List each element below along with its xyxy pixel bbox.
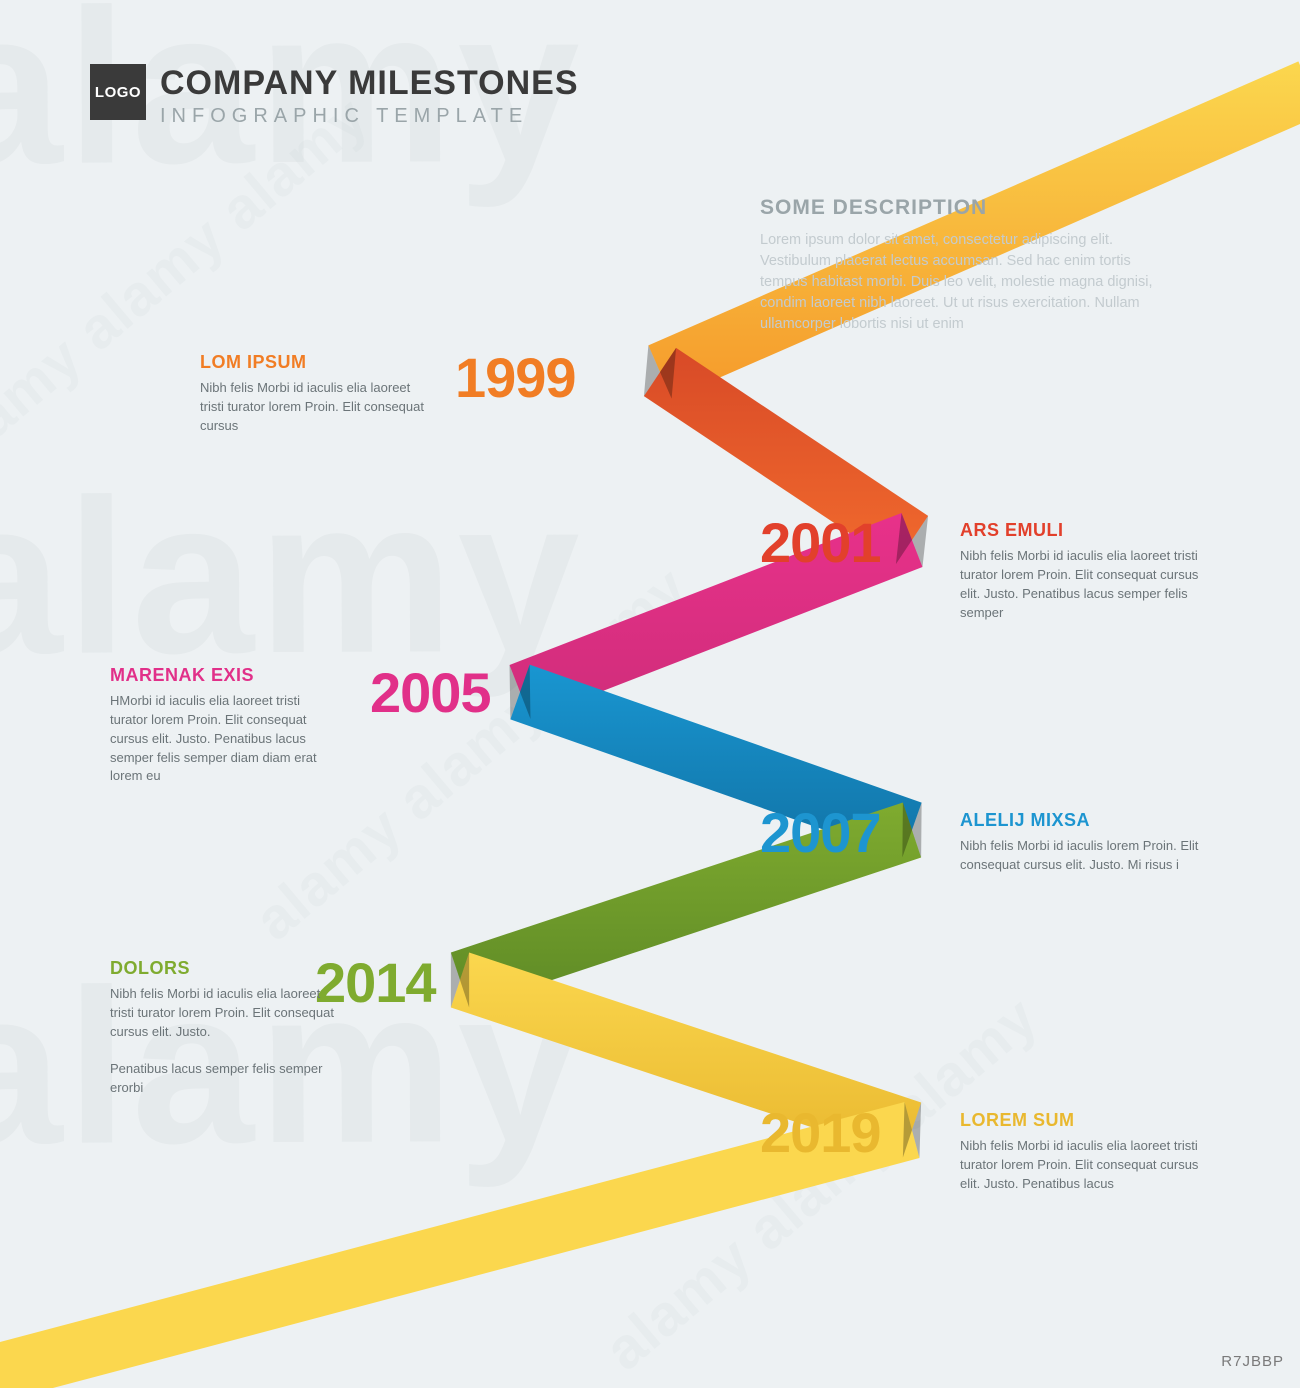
milestone-title: ARS EMULI [960, 520, 1210, 541]
milestone-year: 1999 [455, 345, 576, 410]
milestone-body: Nibh felis Morbi id iaculis elia laoreet… [960, 547, 1210, 622]
milestone-block: LOREM SUM Nibh felis Morbi id iaculis eli… [960, 1110, 1210, 1194]
milestone-title: MARENAK EXIS [110, 665, 340, 686]
milestone-year: 2001 [760, 510, 881, 575]
milestone-year: 2005 [370, 660, 491, 725]
milestone-title: LOREM SUM [960, 1110, 1210, 1131]
milestone-block: ALELIJ MIXSA Nibh felis Morbi id iaculis … [960, 810, 1210, 875]
milestone-body: HMorbi id iaculis elia laoreet tristi tu… [110, 692, 340, 786]
milestone-title: LOM IPSUM [200, 352, 430, 373]
milestone-block: ARS EMULI Nibh felis Morbi id iaculis eli… [960, 520, 1210, 622]
description-block: SOME DESCRIPTION Lorem ipsum dolor sit a… [760, 196, 1180, 335]
milestone-block: LOM IPSUM Nibh felis Morbi id iaculis eli… [200, 352, 430, 436]
milestone-body: Nibh felis Morbi id iaculis elia laoreet… [200, 379, 430, 436]
page-subtitle: INFOGRAPHIC TEMPLATE [160, 105, 579, 128]
milestone-body: Nibh felis Morbi id iaculis lorem Proin.… [960, 837, 1210, 875]
milestone-year: 2007 [760, 800, 881, 865]
header-titles: COMPANY MILESTONES INFOGRAPHIC TEMPLATE [160, 64, 579, 128]
milestone-title: ALELIJ MIXSA [960, 810, 1210, 831]
page-title: COMPANY MILESTONES [160, 64, 579, 103]
milestone-block: MARENAK EXIS HMorbi id iaculis elia laore… [110, 665, 340, 786]
milestone-body: Nibh felis Morbi id iaculis elia laoreet… [960, 1137, 1210, 1194]
description-heading: SOME DESCRIPTION [760, 196, 1180, 220]
description-body: Lorem ipsum dolor sit amet, consectetur … [760, 230, 1180, 335]
milestone-block: DOLORS Nibh felis Morbi id iaculis elia l… [110, 958, 340, 1098]
watermark-id: R7JBBP [1221, 1353, 1284, 1370]
header: LOGO COMPANY MILESTONES INFOGRAPHIC TEMP… [90, 64, 579, 128]
milestone-body: Nibh felis Morbi id iaculis elia laoreet… [110, 985, 340, 1098]
milestone-year: 2019 [760, 1100, 881, 1165]
milestone-title: DOLORS [110, 958, 340, 979]
logo-badge: LOGO [90, 64, 146, 120]
